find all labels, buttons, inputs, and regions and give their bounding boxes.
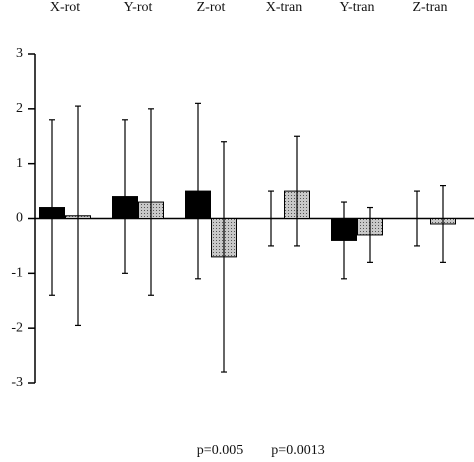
- error-bar: [122, 119, 128, 274]
- y-tick-label: 0: [16, 211, 23, 226]
- error-bar: [440, 185, 446, 263]
- y-tick-label: -1: [11, 266, 23, 281]
- error-bar: [75, 105, 81, 327]
- error-bar: [341, 201, 347, 280]
- error-bar: [294, 135, 300, 247]
- annotation: p=0.005: [197, 443, 243, 458]
- y-tick-label: 3: [16, 46, 23, 61]
- error-bar: [49, 119, 55, 296]
- y-tick-label: 2: [16, 101, 23, 116]
- x-category-label: X-rot: [50, 0, 80, 15]
- annotation: p=0.0013: [271, 443, 324, 458]
- error-bar: [148, 108, 154, 296]
- error-bar: [414, 190, 420, 247]
- x-category-label: Z-rot: [197, 0, 226, 15]
- y-tick-label: -3: [11, 375, 23, 390]
- error-bar: [195, 102, 201, 280]
- error-bar: [268, 190, 274, 247]
- error-bar: [221, 141, 227, 373]
- y-tick-label: -2: [11, 320, 23, 335]
- x-category-label: Y-tran: [340, 0, 375, 15]
- x-category-label: Z-tran: [413, 0, 448, 15]
- x-category-label: Y-rot: [124, 0, 153, 15]
- x-category-label: X-tran: [266, 0, 303, 15]
- y-tick-label: 1: [16, 156, 23, 171]
- error-bar: [367, 206, 373, 263]
